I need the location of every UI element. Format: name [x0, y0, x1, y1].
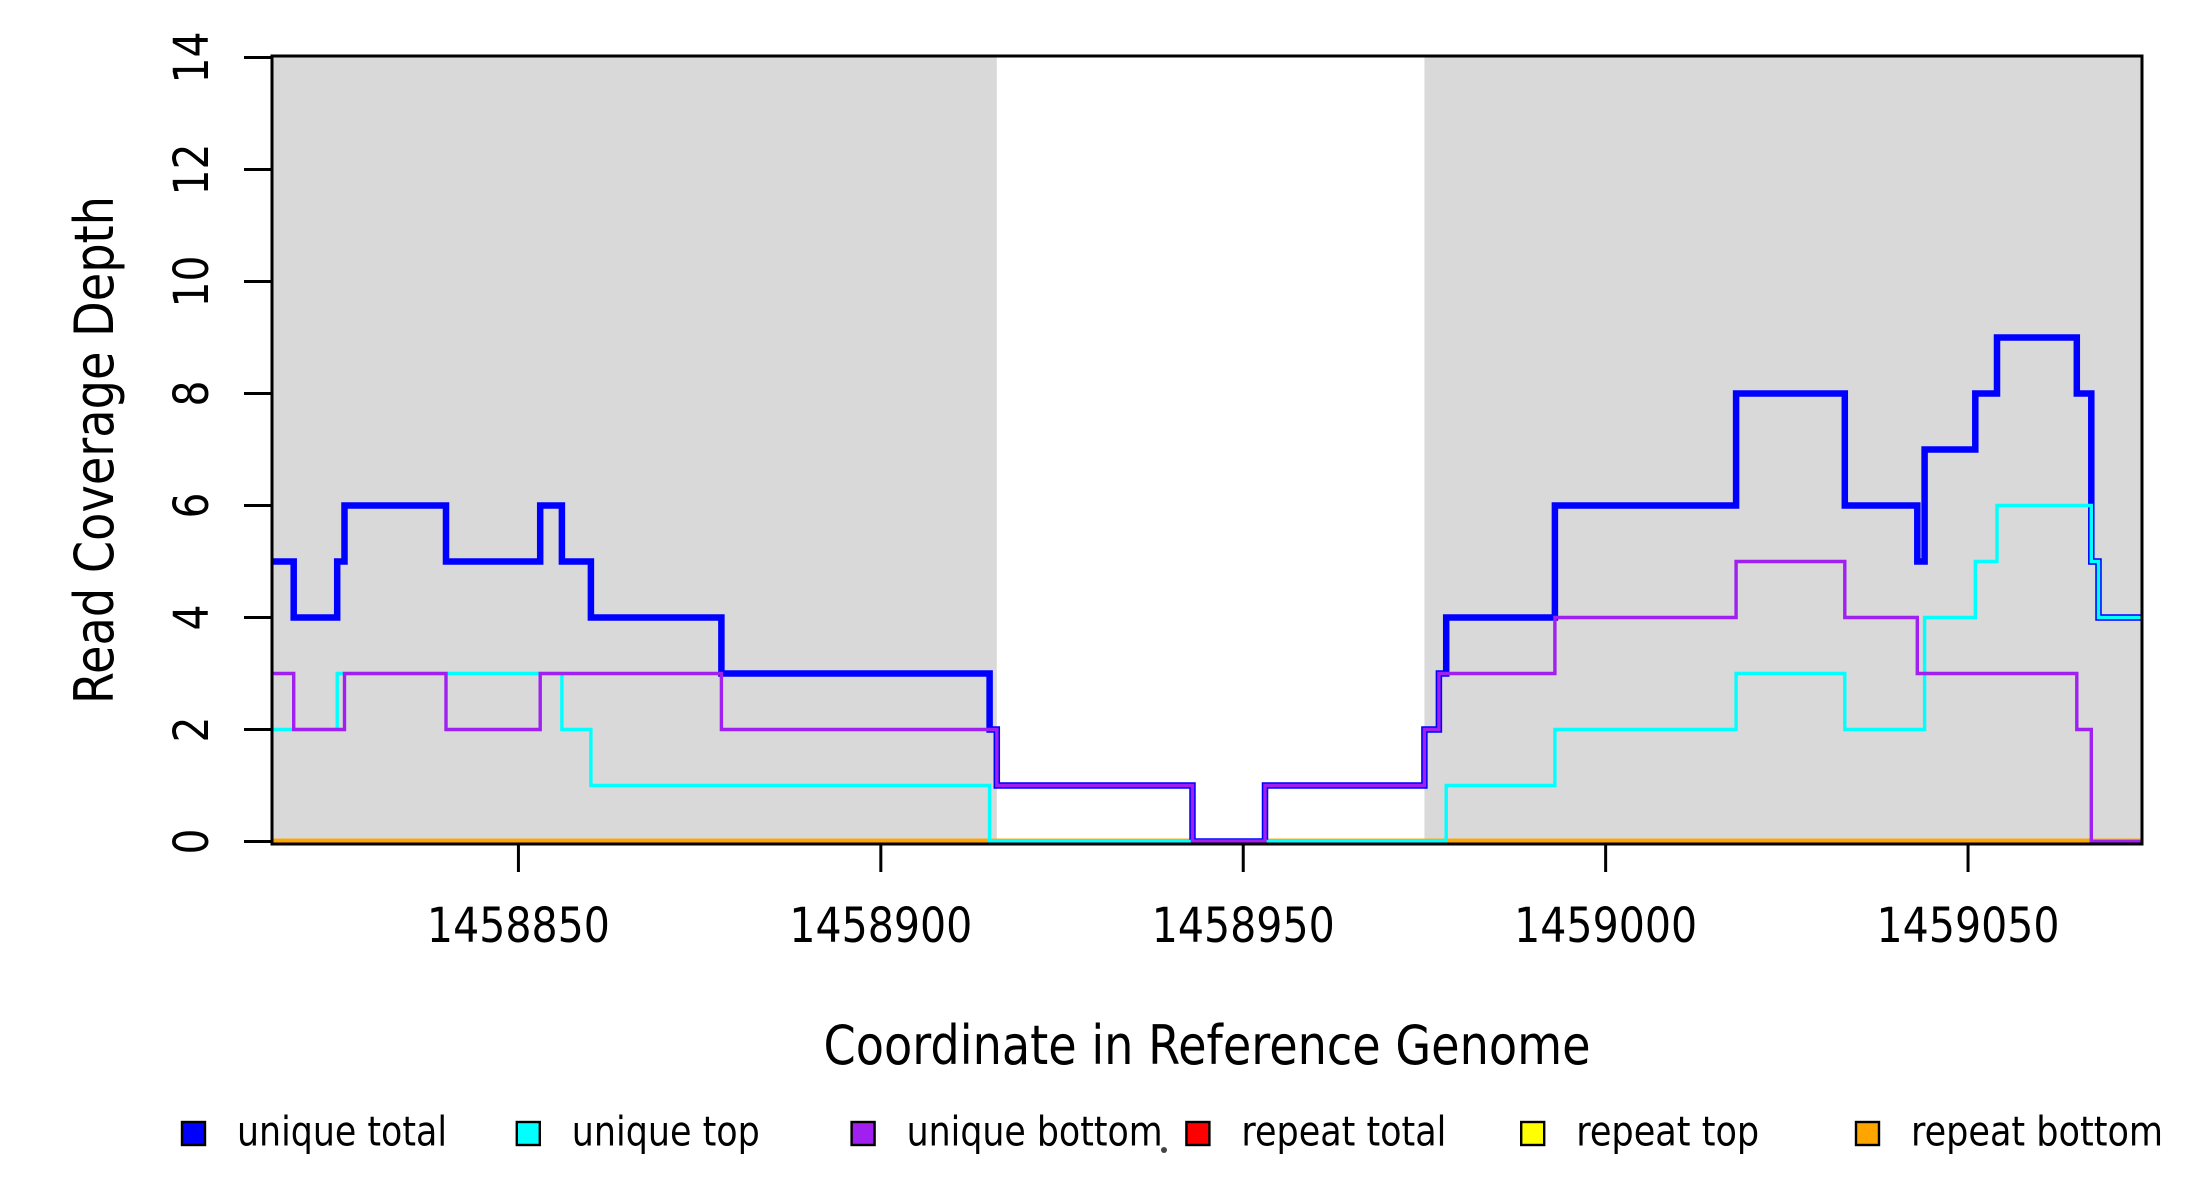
legend-item-unique-top: unique top	[515, 1108, 760, 1156]
y-tick-label: 12	[164, 144, 220, 196]
plot-frame	[270, 54, 2144, 846]
legend-item-unique-bottom: unique bottom	[850, 1108, 1163, 1156]
legend-swatch	[1185, 1120, 1211, 1147]
shaded-region	[272, 57, 997, 844]
legend: unique total unique top unique bottom repea…	[180, 1108, 2163, 1156]
y-tick-label: 2	[164, 717, 220, 743]
y-tick-label: 14	[164, 32, 220, 84]
y-tick-label: 4	[164, 605, 220, 631]
legend-swatch	[515, 1120, 541, 1147]
y-axis-title: Read Coverage Depth	[63, 196, 126, 704]
y-tick-label: 10	[164, 256, 220, 308]
legend-item-repeat-total: repeat total	[1185, 1108, 1446, 1156]
x-tick-label: 1459000	[1514, 898, 1697, 954]
y-tick-label: 0	[164, 829, 220, 855]
axis-ticks	[244, 56, 1970, 872]
x-tick-label: 1458900	[789, 898, 972, 954]
legend-item-repeat-top: repeat top	[1519, 1108, 1759, 1156]
stray-dot	[1161, 1147, 1167, 1153]
shaded-region	[1424, 57, 2142, 844]
legend-item-repeat-bottom: repeat bottom	[1854, 1108, 2163, 1156]
x-tick-label: 1458950	[1152, 898, 1335, 954]
axis-tick-labels: 1458850 1458900 1458950 1459000 1459050 0 2 4 6 8…	[164, 32, 2060, 955]
legend-item-unique-total: unique total	[180, 1108, 447, 1156]
legend-swatch	[1854, 1120, 1881, 1147]
series-line-unique-top	[272, 503, 2142, 844]
x-tick-label: 1458850	[427, 898, 610, 954]
legend-swatch	[1519, 1120, 1546, 1147]
y-tick-label: 6	[164, 493, 220, 519]
legend-label: unique total	[237, 1108, 447, 1156]
x-tick-label: 1459050	[1877, 898, 2060, 954]
legend-label: repeat top	[1576, 1108, 1759, 1156]
y-tick-label: 8	[164, 381, 220, 407]
x-axis-title: Coordinate in Reference Genome	[824, 1014, 1591, 1077]
series-lines	[272, 334, 2142, 845]
legend-label: unique top	[572, 1108, 760, 1156]
series-line-unique-bottom	[272, 559, 2142, 844]
legend-swatch	[850, 1120, 876, 1147]
legend-label: repeat bottom	[1911, 1108, 2163, 1156]
legend-label: repeat total	[1241, 1108, 1446, 1156]
legend-label: unique bottom	[907, 1108, 1163, 1156]
legend-swatch	[180, 1120, 207, 1147]
shaded-regions	[272, 57, 2142, 844]
